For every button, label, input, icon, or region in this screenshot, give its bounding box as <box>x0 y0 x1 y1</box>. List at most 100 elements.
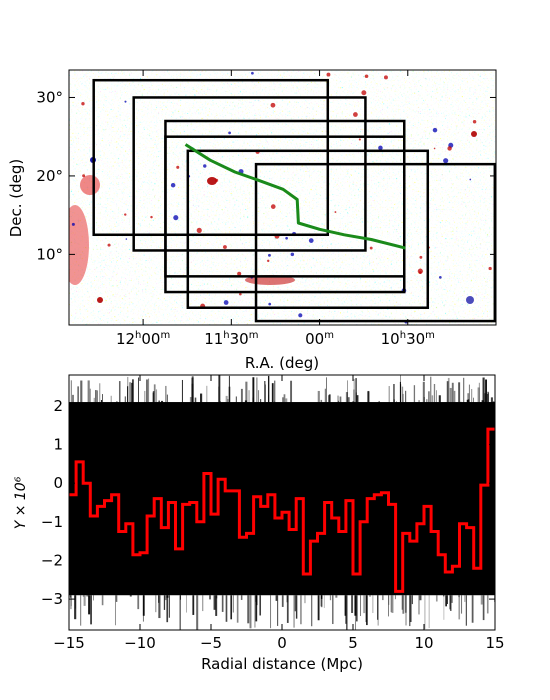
random-profile-trace <box>144 390 146 404</box>
random-profile-trace <box>458 595 461 620</box>
random-profile-trace <box>191 383 194 404</box>
random-profile-trace <box>285 398 288 404</box>
random-profile-trace <box>110 395 112 404</box>
random-profile-trace <box>326 377 327 404</box>
sky-map-panel: 10° 20° 30° 12h00m 11h30m 00m 10h30m R.A. (de… <box>7 69 497 372</box>
random-profile-trace <box>369 595 371 597</box>
ra-axis-ticks: 12h00m 11h30m 00m 10h30m <box>116 70 435 348</box>
random-profile-trace <box>164 595 167 601</box>
random-profile-trace <box>255 595 258 622</box>
random-profile-trace <box>74 595 77 620</box>
survey-box-1 <box>92 78 330 237</box>
random-profile-trace <box>155 389 158 404</box>
random-profile-trace <box>166 394 168 404</box>
random-profile-trace <box>449 387 452 404</box>
random-profile-trace <box>132 379 134 404</box>
random-profile-trace <box>413 385 416 404</box>
random-profile-trace <box>395 401 397 404</box>
random-profile-trace <box>86 595 89 597</box>
random-profile-trace <box>235 396 237 404</box>
random-profile-trace <box>249 595 252 629</box>
random-profile-trace <box>131 401 132 404</box>
random-profile-trace <box>93 595 94 601</box>
sky-point-source <box>270 204 276 209</box>
random-profile-trace <box>355 378 357 404</box>
random-profile-trace <box>283 394 286 404</box>
sky-point-source <box>82 174 86 178</box>
random-profile-trace <box>464 595 466 602</box>
random-profile-trace <box>163 595 166 610</box>
random-profile-trace <box>304 595 306 604</box>
survey-box-5 <box>186 149 430 309</box>
random-profile-trace <box>328 394 330 404</box>
random-profile-trace <box>347 397 350 404</box>
radial-axis-label: Radial distance (Mpc) <box>201 655 363 673</box>
sky-point-source <box>203 164 207 168</box>
survey-box-6 <box>254 162 497 323</box>
random-profile-trace <box>83 595 86 606</box>
random-profile-trace <box>69 595 72 598</box>
mean-profile-line <box>69 427 495 593</box>
random-profile-trace <box>418 595 420 615</box>
y-tick-label: 1 <box>53 436 63 454</box>
random-profile-trace <box>488 392 490 404</box>
random-profile-trace <box>394 595 396 600</box>
random-profile-trace <box>181 379 183 404</box>
random-profile-trace <box>180 595 181 600</box>
random-profile-trace <box>93 397 95 404</box>
sky-map-features <box>69 71 492 324</box>
random-profile-trace <box>270 595 272 629</box>
random-profile-trace <box>225 395 228 404</box>
sky-point-source <box>237 271 242 276</box>
y-tick-label: 0 <box>53 474 63 492</box>
sky-point-source <box>378 145 383 151</box>
ra-tick-label: 00m <box>305 330 334 348</box>
random-profile-trace <box>131 382 133 404</box>
sky-point-source <box>443 158 449 164</box>
random-profile-trace <box>221 595 224 612</box>
random-profile-trace <box>116 401 118 404</box>
sky-point-source <box>447 146 452 151</box>
sky-point-source <box>308 238 314 243</box>
sky-feature <box>80 175 100 195</box>
random-profile-trace <box>487 393 489 404</box>
radial-tick-label: −10 <box>124 634 156 652</box>
random-profile-trace <box>347 380 348 404</box>
random-profile-trace <box>179 595 181 630</box>
random-profile-trace <box>339 396 342 404</box>
dec-axis-ticks: 10° 20° 30° <box>36 88 496 263</box>
random-profile-trace <box>90 595 92 625</box>
random-profile-trace <box>168 595 170 618</box>
random-profile-trace <box>311 595 313 627</box>
sky-point-source <box>267 259 270 263</box>
sky-point-source <box>358 138 361 141</box>
random-profile-trace <box>252 377 255 404</box>
random-profile-trace <box>271 383 274 404</box>
random-profile-trace <box>477 387 480 404</box>
random-profile-trace <box>405 390 407 404</box>
random-profile-trace <box>344 595 347 616</box>
random-profile-trace <box>388 595 390 605</box>
sky-point-source <box>173 215 179 221</box>
sky-point-source <box>268 302 272 306</box>
dec-tick-label: 20° <box>36 167 63 185</box>
random-profile-trace <box>88 595 91 615</box>
random-profile-trace <box>138 377 139 404</box>
random-profile-trace <box>356 395 359 404</box>
random-profile-trace <box>404 595 407 613</box>
sky-point-source <box>228 131 231 135</box>
random-profile-trace <box>458 595 460 598</box>
random-profile-trace <box>320 595 323 608</box>
random-profile-trace <box>192 595 195 615</box>
sky-point-source <box>81 102 85 106</box>
random-profile-trace <box>466 399 469 404</box>
random-profile-trace <box>356 595 358 622</box>
sky-feature <box>471 131 477 137</box>
random-profile-trace <box>372 595 374 614</box>
random-profile-trace <box>186 595 187 613</box>
random-profile-trace <box>329 394 331 404</box>
random-profile-trace <box>467 393 470 404</box>
random-profile-trace <box>424 595 426 630</box>
random-profile-trace <box>256 377 258 404</box>
